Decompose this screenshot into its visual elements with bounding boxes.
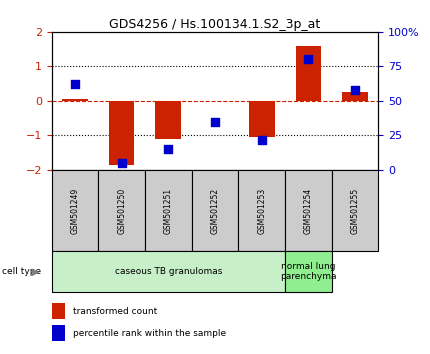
Text: GSM501249: GSM501249 — [71, 188, 80, 234]
FancyBboxPatch shape — [145, 170, 192, 251]
Text: normal lung
parenchyma: normal lung parenchyma — [280, 262, 337, 281]
FancyBboxPatch shape — [52, 170, 98, 251]
FancyBboxPatch shape — [332, 170, 378, 251]
FancyBboxPatch shape — [238, 170, 285, 251]
Bar — [52, 325, 64, 341]
Text: GSM501252: GSM501252 — [211, 188, 219, 234]
Bar — [295, 46, 321, 101]
Text: percentile rank within the sample: percentile rank within the sample — [73, 329, 226, 338]
FancyBboxPatch shape — [285, 170, 332, 251]
Point — [258, 137, 265, 142]
Bar — [109, 101, 135, 165]
Point — [118, 160, 125, 166]
Bar — [62, 99, 88, 101]
Text: ▶: ▶ — [32, 267, 40, 277]
Point — [212, 119, 218, 125]
FancyBboxPatch shape — [192, 170, 238, 251]
Bar — [249, 101, 274, 137]
Text: transformed count: transformed count — [73, 307, 157, 316]
Point — [165, 147, 172, 152]
Text: GSM501250: GSM501250 — [117, 188, 126, 234]
Point — [71, 81, 78, 87]
Text: cell type: cell type — [2, 267, 41, 276]
Bar — [342, 92, 368, 101]
Bar — [52, 303, 64, 319]
Text: GSM501251: GSM501251 — [164, 188, 173, 234]
FancyBboxPatch shape — [285, 251, 332, 292]
FancyBboxPatch shape — [98, 170, 145, 251]
Bar — [156, 101, 181, 139]
Point — [305, 57, 312, 62]
Point — [352, 87, 359, 93]
FancyBboxPatch shape — [52, 251, 285, 292]
Text: GSM501254: GSM501254 — [304, 188, 313, 234]
Text: caseous TB granulomas: caseous TB granulomas — [115, 267, 222, 276]
Title: GDS4256 / Hs.100134.1.S2_3p_at: GDS4256 / Hs.100134.1.S2_3p_at — [109, 18, 321, 31]
Text: GSM501255: GSM501255 — [350, 188, 359, 234]
Text: GSM501253: GSM501253 — [257, 188, 266, 234]
